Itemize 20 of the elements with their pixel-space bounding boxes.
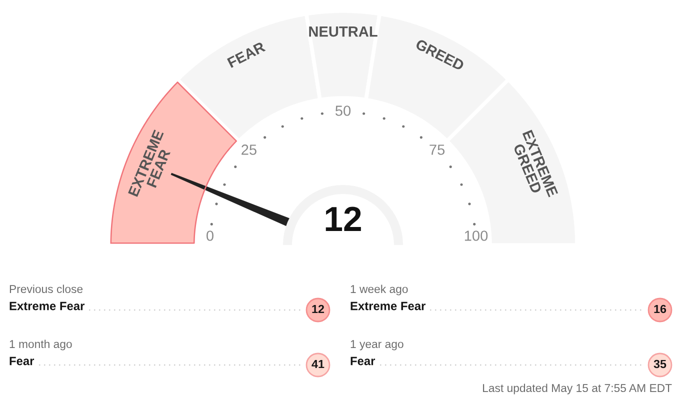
text: 25 — [242, 144, 256, 155]
text: 1 year ago — [350, 340, 404, 350]
text: 1 week ago — [350, 284, 408, 296]
data-label: 16 — [654, 304, 666, 314]
text: Extreme Fear — [350, 302, 426, 310]
text: 50 — [335, 106, 351, 116]
text: 0 — [206, 230, 214, 241]
data-label: 35 — [654, 360, 666, 368]
text: Fear — [350, 356, 376, 366]
text: 1 month ago — [10, 340, 72, 350]
slice-label: NEUTRAL — [309, 26, 378, 37]
text: Previous close — [10, 284, 83, 294]
data-label: 12 — [326, 206, 361, 231]
text: Last updated May 15 at 7:55 AM EDT — [483, 384, 672, 394]
text: 12 — [312, 304, 324, 314]
text: Extreme Fear — [10, 302, 85, 310]
text: Fear — [10, 356, 34, 366]
data-label: 41 — [312, 360, 324, 368]
text: 100 — [464, 230, 488, 241]
text: 75 — [430, 144, 445, 155]
